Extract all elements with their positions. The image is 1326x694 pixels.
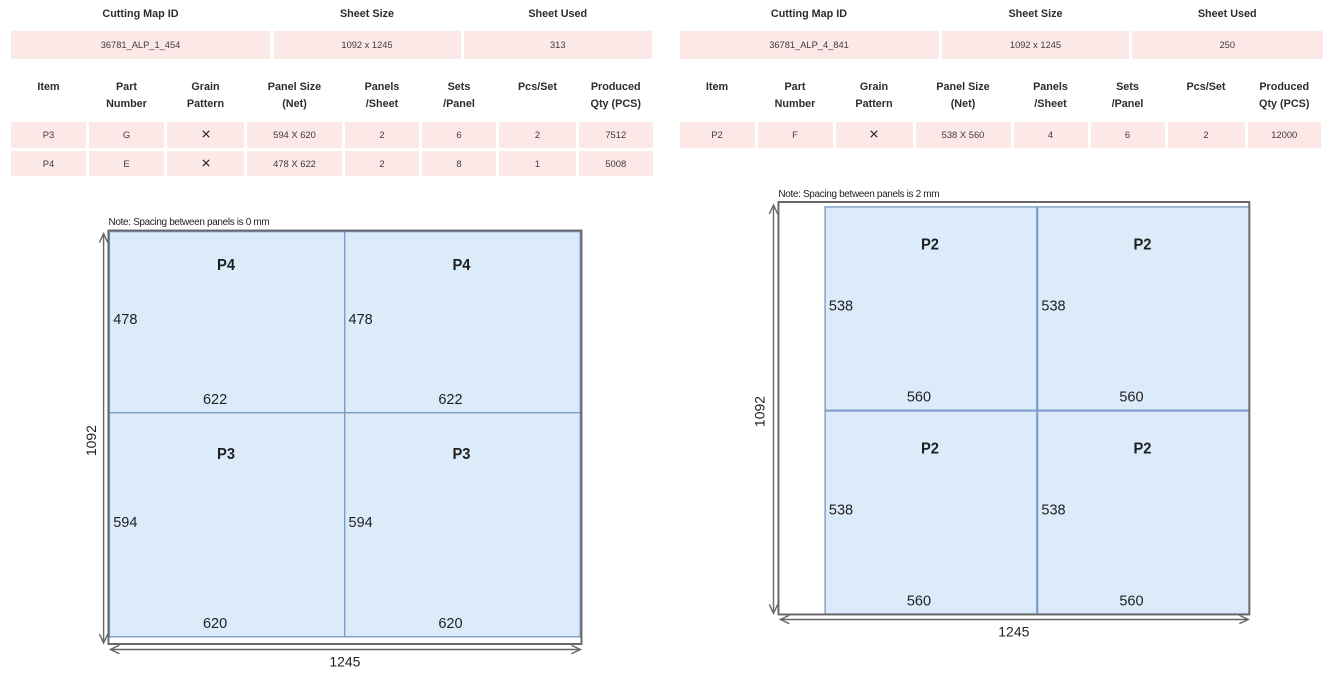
svg-text:P3: P3 [217, 446, 235, 463]
svg-text:P4: P4 [452, 257, 470, 274]
svg-text:1245: 1245 [329, 654, 360, 670]
svg-text:1245: 1245 [998, 624, 1029, 640]
svg-text:538: 538 [829, 503, 853, 519]
svg-text:622: 622 [203, 392, 227, 408]
svg-text:620: 620 [438, 616, 462, 632]
svg-text:538: 538 [829, 299, 853, 315]
svg-text:P2: P2 [921, 236, 939, 253]
svg-text:560: 560 [1119, 593, 1143, 609]
svg-text:P3: P3 [452, 446, 470, 463]
svg-text:594: 594 [113, 515, 137, 531]
svg-text:478: 478 [113, 312, 137, 328]
svg-text:1092: 1092 [752, 396, 768, 427]
svg-text:P4: P4 [217, 257, 235, 274]
svg-text:P2: P2 [921, 440, 939, 457]
svg-text:478: 478 [349, 312, 373, 328]
svg-text:560: 560 [1119, 389, 1143, 405]
svg-text:560: 560 [907, 593, 931, 609]
svg-text:1092: 1092 [83, 425, 99, 456]
svg-text:538: 538 [1041, 299, 1065, 315]
svg-text:P2: P2 [1133, 236, 1151, 253]
svg-text:594: 594 [349, 515, 373, 531]
svg-text:P2: P2 [1133, 440, 1151, 457]
svg-text:560: 560 [907, 389, 931, 405]
svg-text:538: 538 [1041, 503, 1065, 519]
svg-text:622: 622 [438, 392, 462, 408]
svg-text:620: 620 [203, 616, 227, 632]
